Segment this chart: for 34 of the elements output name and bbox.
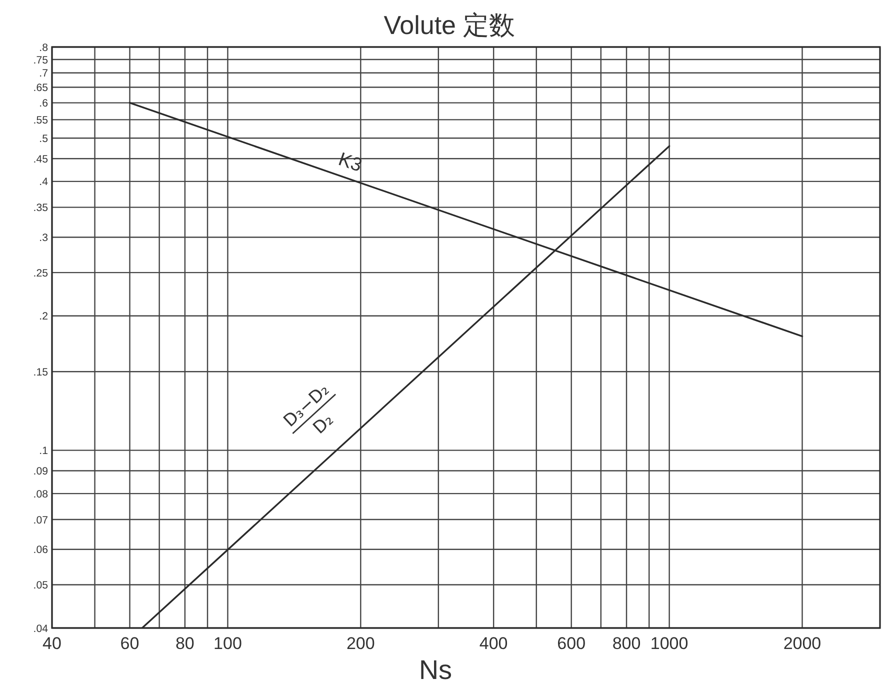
y-tick-label: .09	[33, 466, 48, 478]
y-tick-label: .6	[39, 98, 48, 110]
y-tick-label: .65	[33, 82, 48, 94]
x-tick-label: 80	[175, 634, 194, 653]
y-tick-label: .7	[39, 68, 48, 80]
y-tick-label: .04	[33, 622, 48, 635]
y-tick-label: .05	[33, 580, 48, 592]
y-tick-label: .2	[39, 310, 48, 323]
series-label: K3	[336, 149, 364, 177]
y-tick-label: .08	[33, 488, 48, 500]
y-tick-label: .75	[33, 54, 48, 66]
y-tick-label: .1	[39, 445, 48, 458]
x-tick-label: 200	[346, 634, 375, 653]
y-tick-label: .15	[33, 366, 48, 378]
x-tick-label: 1000	[650, 634, 688, 653]
x-tick-label: 40	[42, 634, 62, 653]
y-tick-label: .5	[39, 132, 48, 145]
x-tick-label: 100	[214, 634, 242, 653]
x-tick-label: 400	[479, 634, 508, 653]
y-tick-label: .4	[39, 176, 48, 188]
y-tick-label: .8	[39, 42, 48, 54]
y-tick-label: .07	[33, 514, 48, 526]
x-tick-label: 800	[612, 634, 641, 653]
y-tick-label: .35	[33, 202, 48, 214]
y-tick-label: .25	[33, 267, 48, 280]
x-tick-label: 2000	[783, 634, 822, 653]
y-tick-label: .55	[33, 114, 48, 126]
y-tick-label: .3	[39, 232, 48, 244]
x-tick-label: 60	[120, 634, 140, 653]
y-tick-label: .06	[33, 544, 48, 556]
x-axis-title: Ns	[419, 655, 452, 685]
x-tick-label: 600	[557, 634, 586, 653]
y-tick-label: .45	[33, 153, 48, 166]
title: Volute 定数	[384, 10, 516, 40]
